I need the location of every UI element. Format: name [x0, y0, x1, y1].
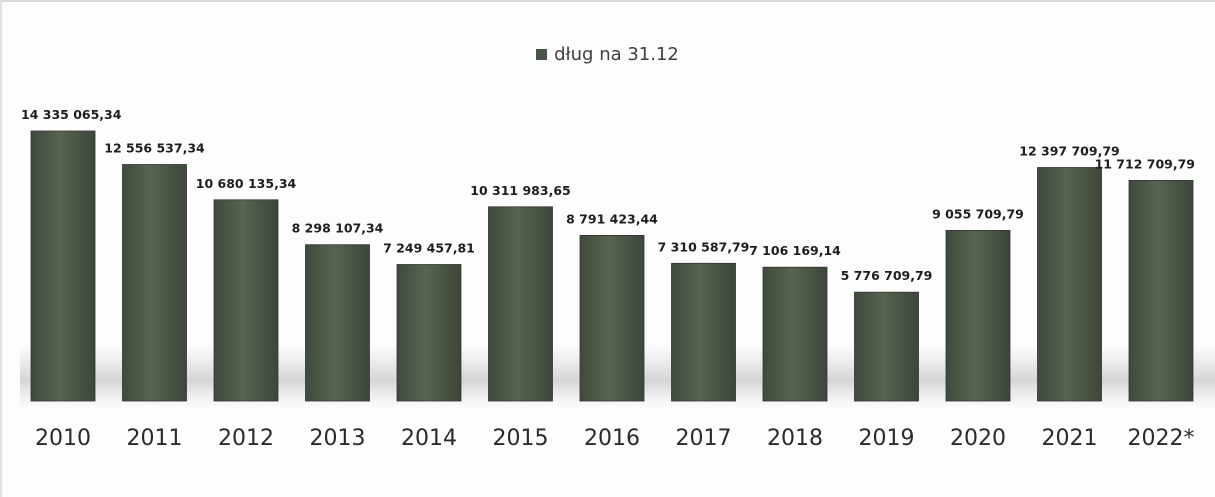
- x-tick-label: 2016: [584, 426, 640, 451]
- value-labels-group: 14 335 065,34 12 556 537,34 10 680 135,34 8…: [21, 107, 1195, 283]
- bar-2012: [213, 199, 279, 402]
- bar-value-label: 12 397 709,79: [1019, 144, 1119, 159]
- x-tick-label: 2021: [1042, 426, 1098, 451]
- x-tick-label: 2022*: [1128, 426, 1195, 451]
- bar-value-label: 7 310 587,79: [658, 239, 750, 254]
- frame-border-left: [0, 0, 2, 497]
- bar-2011: [122, 164, 187, 402]
- bar-2016: [579, 234, 645, 402]
- legend-swatch: [536, 48, 548, 60]
- bar-2020: [945, 229, 1011, 402]
- bar-2019: [854, 291, 919, 402]
- bar-2018: [762, 266, 828, 402]
- bar-2021: [1037, 167, 1102, 402]
- bar-value-label: 14 335 065,34: [21, 107, 122, 122]
- x-tick-label: 2012: [218, 426, 274, 451]
- bar-2022-star: [1128, 179, 1194, 402]
- x-tick-label: 2010: [35, 426, 91, 451]
- bar-value-label: 11 712 709,79: [1095, 156, 1195, 171]
- bar-2014: [396, 264, 462, 402]
- bar-value-label: 7 106 169,14: [749, 243, 841, 258]
- x-tick-label: 2015: [493, 426, 549, 451]
- bar-2017: [671, 262, 736, 402]
- bar-2013: [305, 244, 370, 402]
- bar-value-label: 10 680 135,34: [196, 176, 297, 191]
- bar-value-label: 8 791 423,44: [566, 211, 658, 226]
- bar-value-label: 8 298 107,34: [292, 221, 384, 236]
- bar-2010: [30, 130, 96, 402]
- frame-border-top: [0, 0, 1215, 2]
- bar-value-label: 9 055 709,79: [932, 206, 1024, 221]
- bar-value-label: 12 556 537,34: [104, 141, 205, 156]
- x-axis-tick-labels: 2010 2011 2012 2013 2014 2015 2016 2017 2018 2019…: [35, 426, 1195, 451]
- x-tick-label: 2013: [310, 426, 366, 451]
- bar-value-label: 5 776 709,79: [841, 268, 933, 283]
- legend-label: dług na 31.12: [554, 44, 679, 65]
- chart-legend: dług na 31.12: [0, 44, 1215, 65]
- x-tick-label: 2019: [859, 426, 915, 451]
- bar-value-label: 10 311 983,65: [470, 183, 570, 198]
- bar-value-label: 7 249 457,81: [383, 241, 475, 256]
- bar-2015: [488, 206, 553, 402]
- x-tick-label: 2018: [767, 426, 823, 451]
- x-tick-label: 2017: [676, 426, 732, 451]
- x-tick-label: 2020: [950, 426, 1006, 451]
- x-tick-label: 2014: [401, 426, 457, 451]
- bars-group: [30, 130, 1194, 402]
- x-tick-label: 2011: [127, 426, 183, 451]
